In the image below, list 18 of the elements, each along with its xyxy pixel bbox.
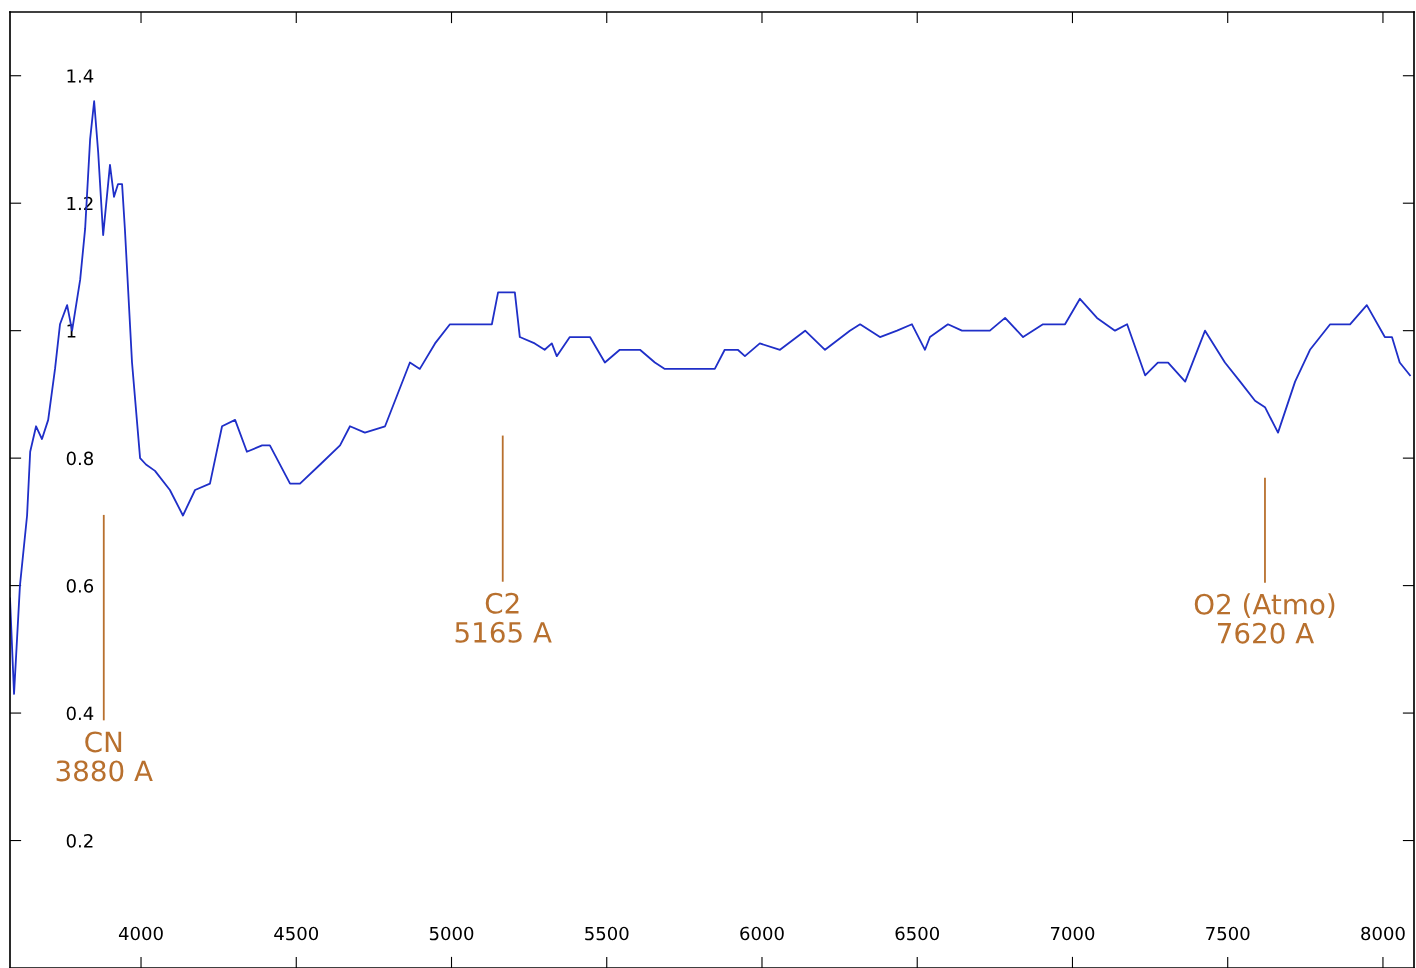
x-tick-label: 4500 <box>274 926 319 941</box>
y-tick-label: 0.8 <box>66 451 94 466</box>
y-tick-label: 0.6 <box>66 579 94 593</box>
line-series <box>10 100 1411 695</box>
x-tick-label: 4000 <box>118 926 163 941</box>
y-tick-label: 1.4 <box>67 69 94 83</box>
x-tick-label: 7500 <box>1206 926 1250 941</box>
x-tick-label: 5000 <box>429 926 474 941</box>
x-tick-label: 5500 <box>585 926 629 941</box>
ref-line-label: CN 3880 A <box>56 731 153 782</box>
x-tick-label: 6500 <box>895 926 939 941</box>
x-tick-label: 7000 <box>1050 926 1095 941</box>
y-tick-label: 0.2 <box>66 833 93 848</box>
x-tick-label: 8000 <box>1361 926 1405 941</box>
y-tick-label: 0.4 <box>66 706 94 721</box>
x-tick-label: 6000 <box>740 926 784 941</box>
ref-line-label: C2 5165 A <box>455 592 552 643</box>
ref-line-label: O2 (Atmo) 7620 A <box>1194 593 1335 644</box>
